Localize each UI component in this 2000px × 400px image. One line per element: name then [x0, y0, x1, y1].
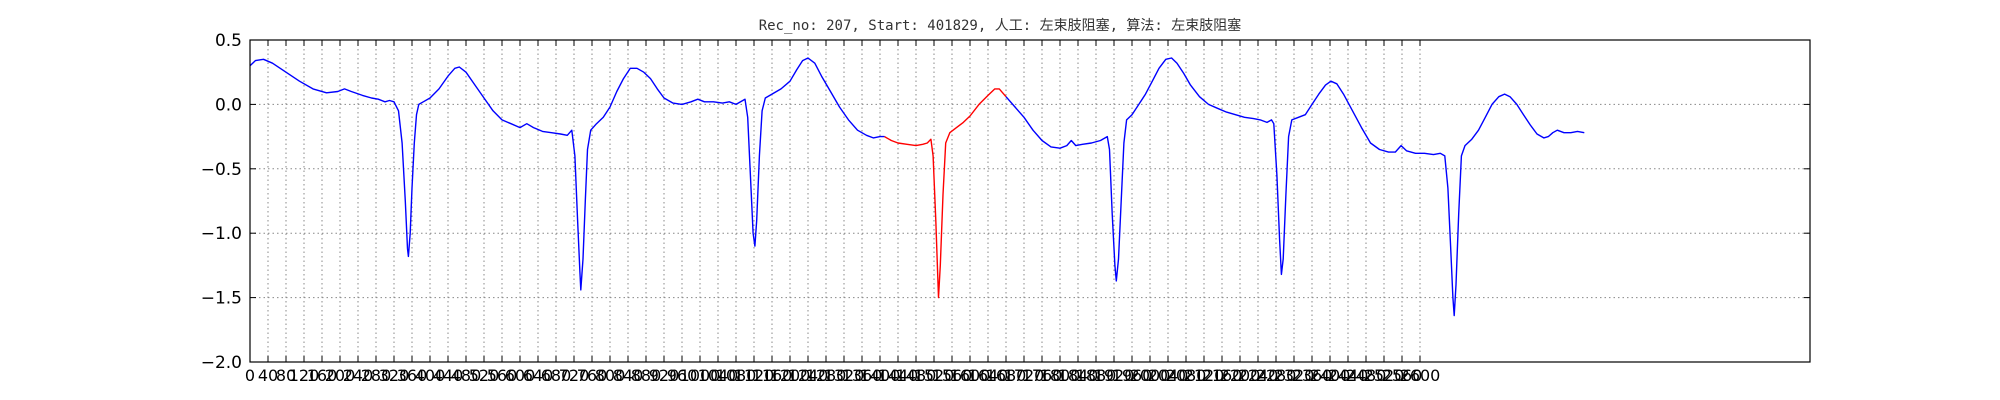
x-tick-label: 2400 — [1310, 366, 1351, 385]
y-tick-label: 0.5 — [215, 31, 242, 51]
chart-title: Rec_no: 207, Start: 401829, 人工: 左束肢阻塞, 算… — [759, 17, 1242, 34]
x-tick-label: 1480 — [896, 366, 937, 385]
x-tick-label: 1920 — [1094, 366, 1135, 385]
x-tick-label: 1560 — [932, 366, 973, 385]
y-tick-label: −2.0 — [201, 353, 242, 373]
x-tick-label: 1640 — [968, 366, 1009, 385]
x-tick-label: 2520 — [1364, 366, 1405, 385]
x-tick-label: 1400 — [860, 366, 901, 385]
x-tick-label: 640 — [523, 366, 554, 385]
x-tick-label: 1000 — [680, 366, 721, 385]
x-tick-label: 0 — [245, 366, 255, 385]
x-tick-label: 760 — [577, 366, 608, 385]
ecg-series-line — [249, 57, 885, 291]
x-tick-label: 1600 — [950, 366, 991, 385]
x-tick-label: 1840 — [1058, 366, 1099, 385]
x-tick-label: 880 — [631, 366, 662, 385]
y-tick-label: −1.5 — [201, 289, 242, 309]
x-tick-label: 40 — [258, 366, 278, 385]
ecg-series — [249, 57, 1585, 317]
x-tick-label: 1440 — [878, 366, 919, 385]
x-tick-label: 2120 — [1184, 366, 1225, 385]
x-tick-label: 120 — [289, 366, 320, 385]
x-tick-label: 2320 — [1274, 366, 1315, 385]
y-tick-label: −0.5 — [201, 160, 242, 180]
highlighted-beat-line — [884, 88, 1007, 299]
x-tick-label: 2280 — [1256, 366, 1297, 385]
x-tick-label: 2480 — [1346, 366, 1387, 385]
x-tick-label: 1880 — [1076, 366, 1117, 385]
x-tick-label: 400 — [415, 366, 446, 385]
x-tick-label: 280 — [361, 366, 392, 385]
x-tick-label: 2600 — [1400, 366, 1441, 385]
x-tick-label: 1360 — [842, 366, 883, 385]
grid-lines — [250, 40, 1810, 362]
y-tick-label: −1.0 — [201, 224, 242, 244]
y-axis-ticks: 0.5 0.0 −0.5 −1.0 −1.5 −2.0 — [201, 31, 1810, 373]
x-tick-label: 1080 — [716, 366, 757, 385]
ecg-series-line — [1005, 57, 1585, 317]
x-tick-label: 800 — [595, 366, 626, 385]
x-tick-label: 960 — [667, 366, 698, 385]
x-tick-label: 1800 — [1040, 366, 1081, 385]
x-tick-label: 1760 — [1022, 366, 1063, 385]
x-tick-label: 2360 — [1292, 366, 1333, 385]
x-tick-label: 320 — [379, 366, 410, 385]
x-tick-label: 160 — [307, 366, 338, 385]
x-tick-label: 200 — [325, 366, 356, 385]
x-tick-label: 480 — [451, 366, 482, 385]
x-tick-label: 1720 — [1004, 366, 1045, 385]
x-tick-label: 720 — [559, 366, 590, 385]
x-tick-label: 1680 — [986, 366, 1027, 385]
x-tick-label: 2160 — [1202, 366, 1243, 385]
x-tick-label: 1120 — [734, 366, 775, 385]
x-tick-label: 840 — [613, 366, 644, 385]
x-tick-label: 240 — [343, 366, 374, 385]
plot-frame — [249, 39, 1811, 363]
x-tick-label: 2440 — [1328, 366, 1369, 385]
x-tick-label: 2240 — [1238, 366, 1279, 385]
x-tick-label: 440 — [433, 366, 464, 385]
x-tick-label: 1040 — [698, 366, 739, 385]
x-tick-label: 520 — [469, 366, 500, 385]
x-tick-label: 1320 — [824, 366, 865, 385]
y-tick-label: 0.0 — [215, 95, 242, 115]
x-tick-label: 1520 — [914, 366, 955, 385]
x-tick-label: 80 — [276, 366, 296, 385]
x-tick-label: 1200 — [770, 366, 811, 385]
x-tick-label: 2040 — [1148, 366, 1189, 385]
x-tick-label: 1160 — [752, 366, 793, 385]
x-tick-label: 2560 — [1382, 366, 1423, 385]
x-axis-ticks: 0 408012016020024028032036040044048052056… — [245, 40, 1440, 385]
x-tick-label: 920 — [649, 366, 680, 385]
x-tick-label: 1960 — [1112, 366, 1153, 385]
x-tick-label: 2000 — [1130, 366, 1171, 385]
x-tick-label: 2080 — [1166, 366, 1207, 385]
x-tick-label: 560 — [487, 366, 518, 385]
x-tick-label: 1240 — [788, 366, 829, 385]
x-tick-label: 680 — [541, 366, 572, 385]
x-tick-label: 2200 — [1220, 366, 1261, 385]
x-tick-label: 360 — [397, 366, 428, 385]
x-tick-label: 600 — [505, 366, 536, 385]
x-tick-label: 1280 — [806, 366, 847, 385]
